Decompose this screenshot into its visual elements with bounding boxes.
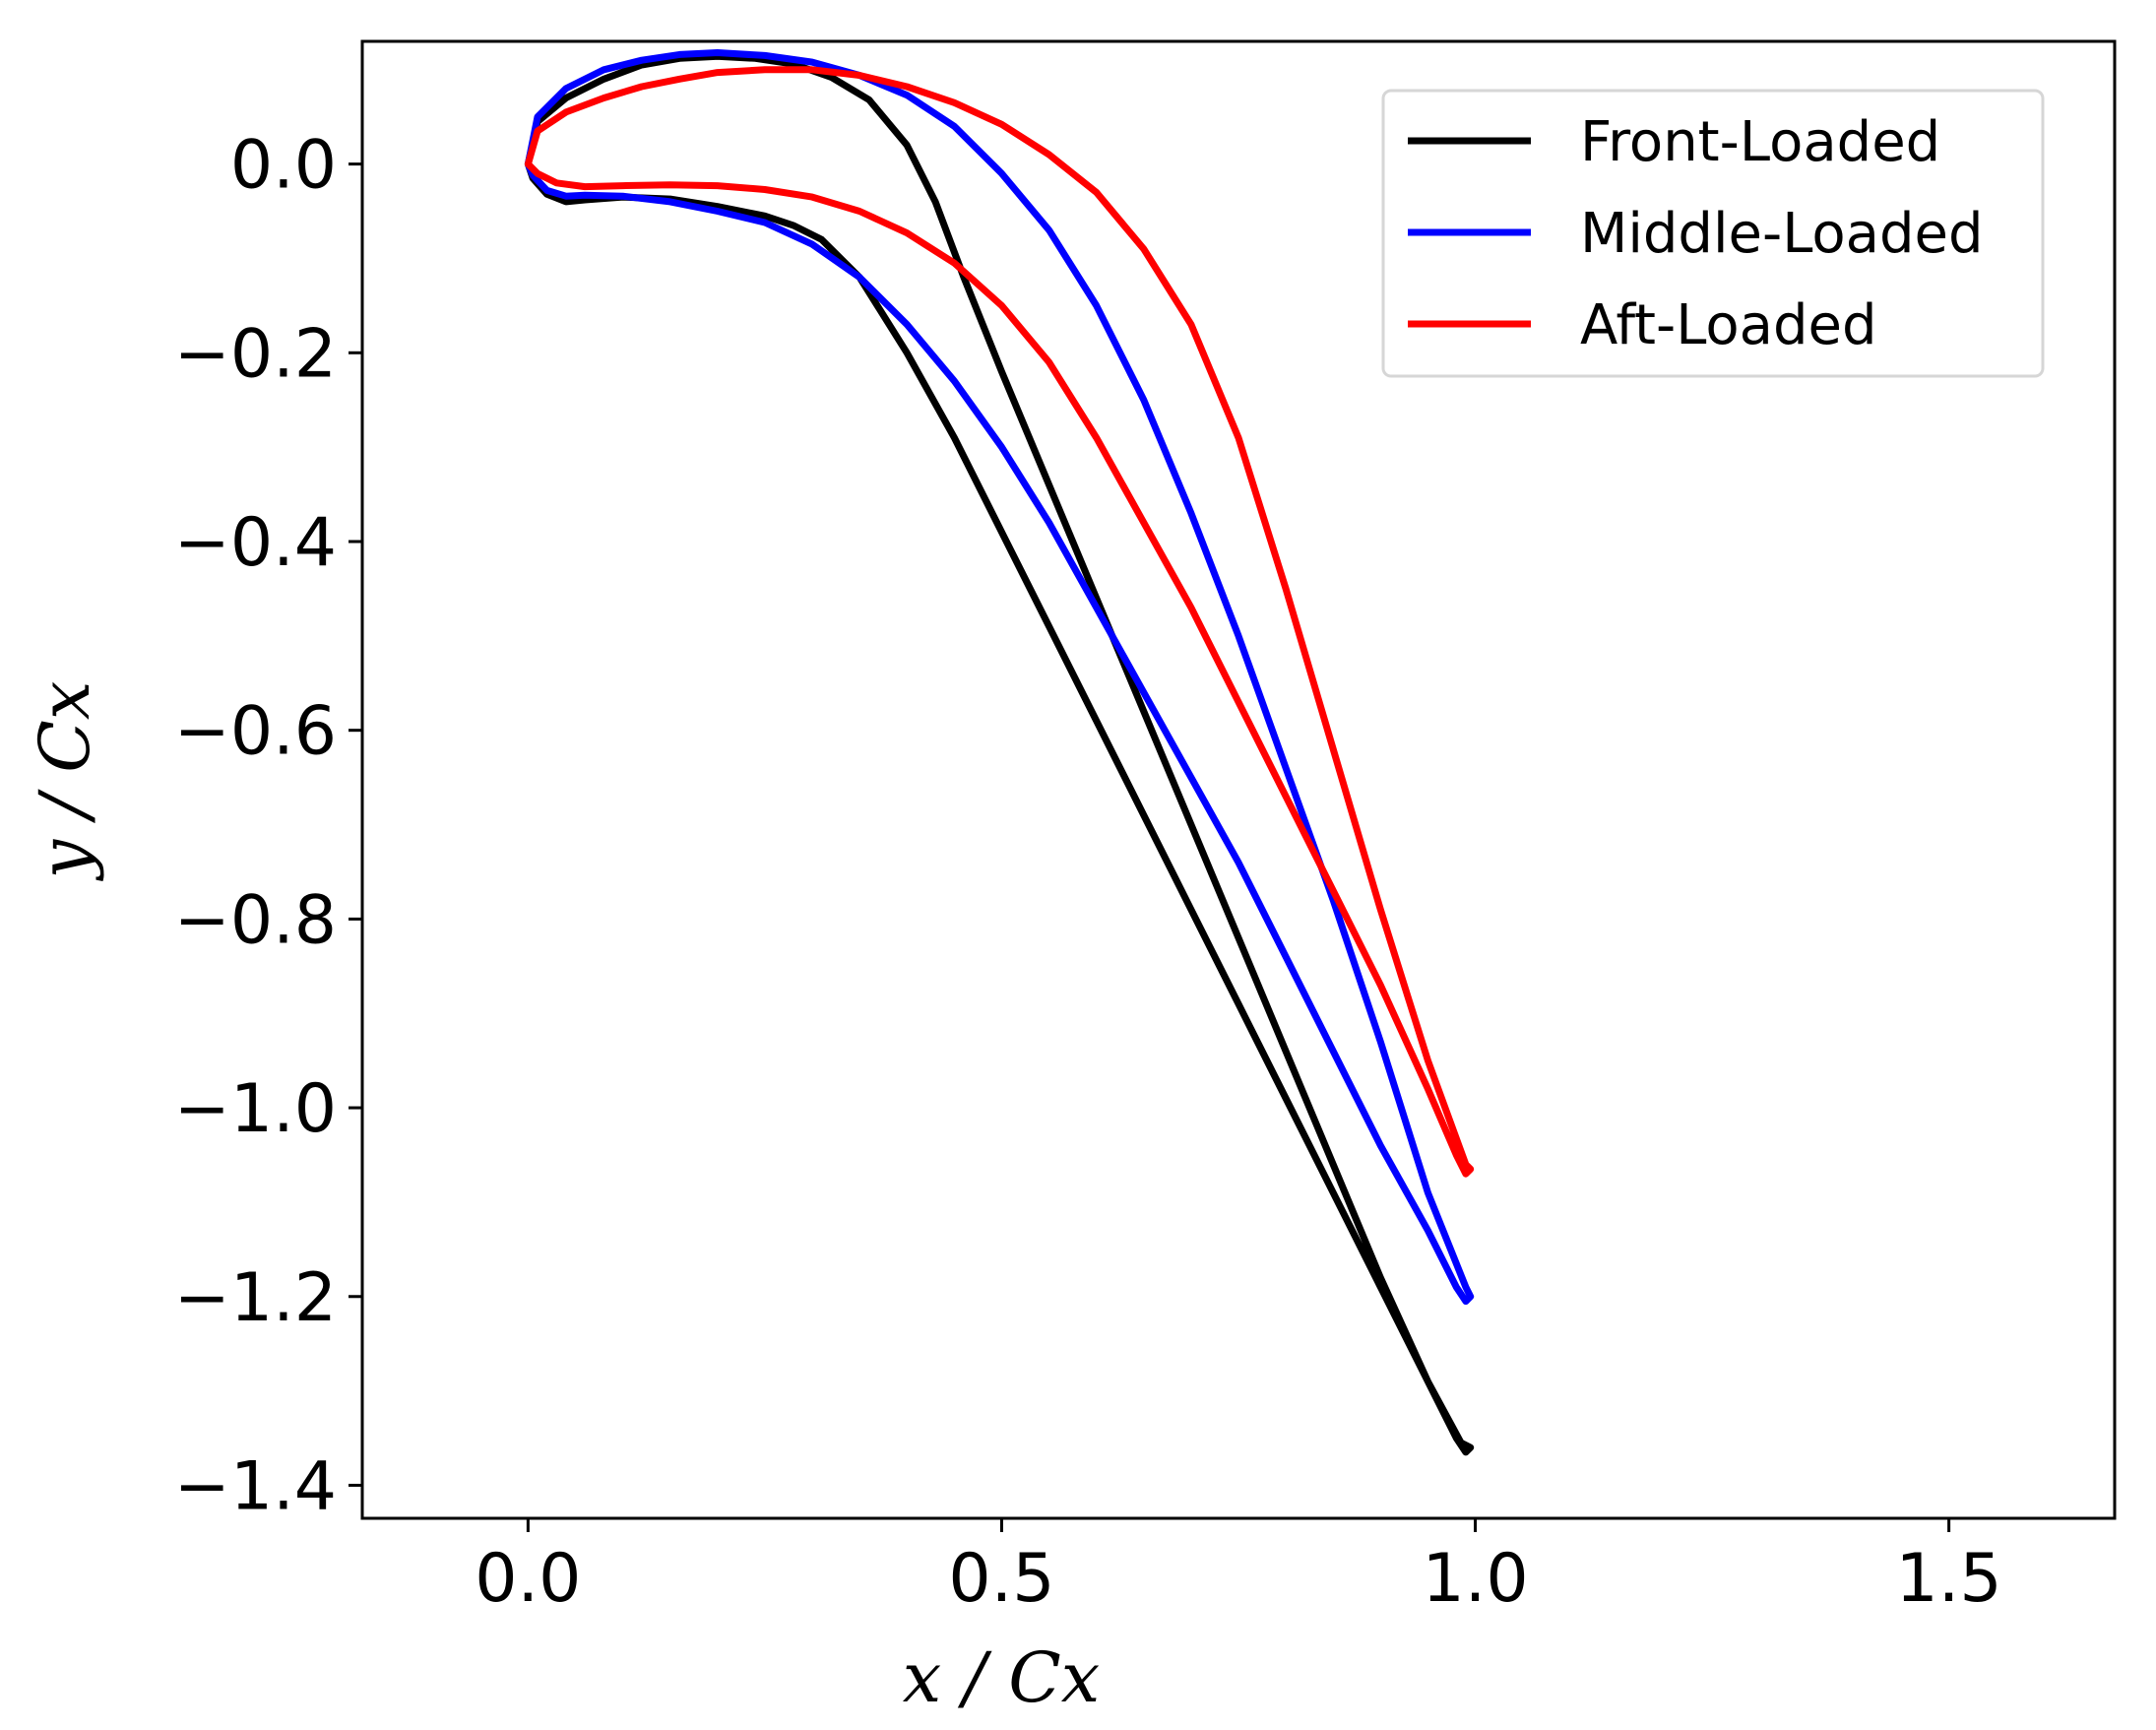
series-line-middle-loaded: [524, 49, 1475, 1306]
legend-label-front-loaded: Front-Loaded: [1580, 110, 1940, 174]
y-tick-label: 0.0: [230, 127, 337, 205]
y-axis-ticks: 0.0 −0.2 −0.4 −0.6 −0.8 −1.0 −1.2 −1.4: [174, 127, 362, 1525]
y-tick-label: −0.4: [174, 504, 337, 582]
series-line-aft-loaded: [524, 66, 1475, 1178]
y-tick-label: −1.2: [174, 1259, 337, 1337]
x-axis-label: x / Cx: [903, 1637, 1101, 1718]
x-tick-label: 1.5: [1896, 1540, 2002, 1618]
y-tick-label: −0.8: [174, 881, 337, 959]
x-axis-ticks: 0.0 0.5 1.0 1.5: [475, 1518, 2002, 1618]
legend-box: [1381, 89, 2045, 378]
y-tick-label: −0.2: [174, 315, 337, 393]
plot-frame: [360, 39, 2117, 1520]
legend-label-aft-loaded: Aft-Loaded: [1580, 293, 1877, 357]
legend-entries: Front-Loaded Middle-Loaded Aft-Loaded: [1408, 110, 1984, 357]
y-tick-label: −1.0: [174, 1070, 337, 1148]
y-axis-label: y / Cx: [25, 681, 105, 882]
y-tick-label: −0.6: [174, 693, 337, 771]
x-tick-label: 0.0: [475, 1540, 581, 1618]
legend-label-middle-loaded: Middle-Loaded: [1580, 202, 1984, 266]
legend: Front-Loaded Middle-Loaded Aft-Loaded: [1381, 89, 2045, 378]
y-tick-label: −1.4: [174, 1447, 337, 1525]
series-layer: [524, 49, 1475, 1456]
x-tick-label: 1.0: [1422, 1540, 1528, 1618]
x-tick-label: 0.5: [948, 1540, 1054, 1618]
